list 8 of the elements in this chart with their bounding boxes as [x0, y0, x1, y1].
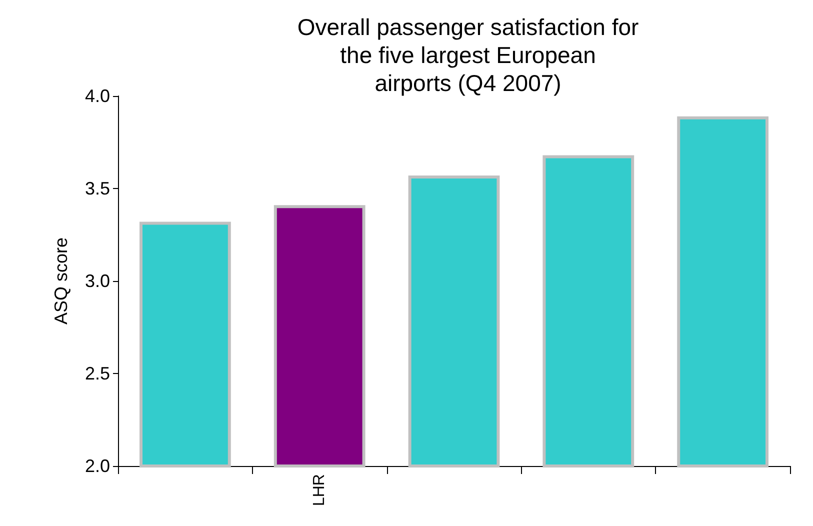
- y-tick-label: 2.5: [84, 364, 110, 384]
- y-tick-label: 3.0: [84, 271, 110, 291]
- y-tick-label: 4.0: [84, 86, 110, 106]
- y-tick-label: 3.5: [84, 178, 110, 198]
- y-tick-label: 2.0: [84, 456, 110, 476]
- chart-title: Overall passenger satisfaction for the five largest European airports (Q4 2007): [297, 14, 640, 96]
- x-tick-label: LHR: [311, 474, 328, 506]
- y-axis-title: ASQ score: [51, 237, 71, 325]
